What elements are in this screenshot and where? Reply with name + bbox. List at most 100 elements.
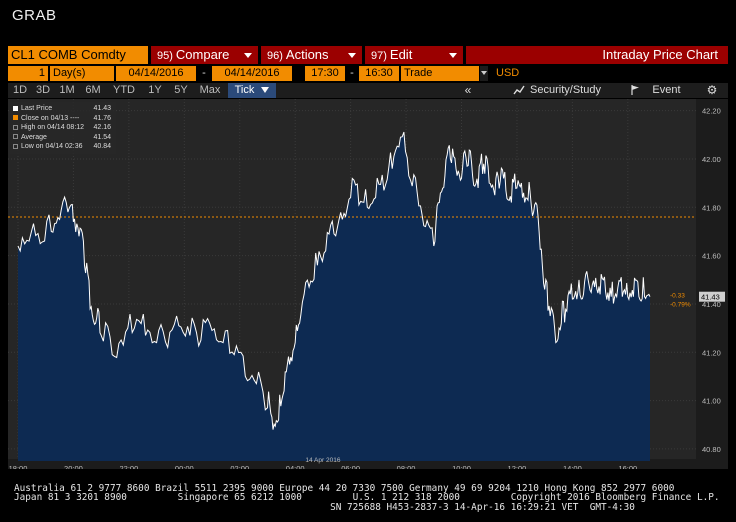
intraday-chart[interactable]: 42.20 42.00 41.80 41.60 41.40 41.20 41.00 40.80…	[8, 99, 728, 473]
start-date-input[interactable]: 04/14/2016	[116, 66, 196, 81]
y-tick-label: 41.20	[702, 348, 721, 357]
gear-icon[interactable]: ⚙	[706, 83, 718, 97]
compare-menu-label: Compare	[175, 47, 230, 62]
legend-label: Low on 04/14 02:36	[21, 143, 83, 150]
x-tick-label: 22:00	[119, 464, 138, 469]
x-tick-label: 14:00	[563, 464, 582, 469]
legend-row-average: Average 41.54	[13, 133, 113, 143]
actions-menu[interactable]: 96) Actions	[261, 46, 362, 64]
legend-value: 40.84	[93, 143, 111, 150]
y-tick-label: 42.00	[702, 155, 721, 164]
end-date-input[interactable]: 04/14/2016	[212, 66, 292, 81]
edit-menu-number: 97)	[371, 50, 387, 62]
y-tick-label: 41.00	[702, 397, 721, 406]
axis-layer: 42.20 42.00 41.80 41.60 41.40 41.20 41.00 40.80…	[9, 107, 725, 473]
range-3d-button[interactable]: 3D	[35, 84, 51, 96]
range-1d-button[interactable]: 1D	[12, 84, 28, 96]
legend-swatch-icon	[13, 115, 18, 121]
compare-menu-number: 95)	[157, 50, 173, 62]
legend-row-close: Close on 04/13 ---- 41.76	[13, 114, 113, 124]
last-price-badge	[699, 291, 725, 302]
y-tick-label: 41.40	[702, 300, 721, 309]
chevron-down-icon	[481, 71, 487, 75]
price-area-fill	[18, 132, 650, 461]
chevron-down-icon	[449, 53, 457, 58]
command-bar: CL1 COMB Comdty 95) Compare 96) Actions 97…	[8, 46, 728, 64]
legend-label: Last Price	[21, 105, 53, 112]
x-tick-label: 02:00	[230, 464, 249, 469]
legend-swatch-icon	[13, 134, 18, 140]
legend-swatch-icon	[13, 105, 18, 111]
x-tick-label: 10:00	[452, 464, 471, 469]
x-tick-label: 16:00	[618, 464, 637, 469]
range-5y-button[interactable]: 5Y	[174, 84, 188, 96]
tick-dropdown[interactable]: Tick	[228, 83, 276, 98]
footer-line: SN 725688 H453-2837-3 14-Apr-16 16:29:21…	[14, 501, 635, 513]
range-ytd-button[interactable]: YTD	[113, 84, 135, 96]
date-label: 14 Apr 2016	[305, 457, 340, 464]
event-type-select[interactable]: Trade	[401, 66, 479, 81]
legend-value: 41.54	[93, 133, 111, 141]
period-count-input[interactable]: 1	[8, 66, 48, 81]
legend-row-high: High on 04/14 08:12 42.16	[13, 123, 113, 133]
compare-menu[interactable]: 95) Compare	[151, 46, 258, 64]
legend-label: High on 04/14 08:12	[21, 124, 85, 131]
time-range-dash: -	[350, 67, 354, 79]
range-max-button[interactable]: Max	[199, 84, 221, 96]
event-type-dropdown[interactable]	[480, 66, 488, 81]
y-tick-label: 42.20	[702, 107, 721, 116]
x-tick-label: 12:00	[508, 464, 527, 469]
end-time-input[interactable]: 16:30	[359, 66, 399, 81]
range-6m-button[interactable]: 6M	[85, 84, 101, 96]
edit-menu[interactable]: 97) Edit	[365, 46, 463, 64]
flag-icon	[631, 85, 640, 96]
x-tick-label: 20:00	[64, 464, 83, 469]
legend-label: Close on 04/13 ----	[21, 114, 80, 122]
x-tick-label: 06:00	[341, 464, 360, 469]
x-tick-label: 18:00	[9, 464, 28, 469]
legend-swatch-icon	[13, 143, 18, 149]
legend-row-last-price: Last Price 41.43	[13, 104, 113, 114]
event-label: Event	[652, 84, 681, 96]
y-tick-label: 41.60	[702, 252, 721, 261]
event-button[interactable]: Event	[620, 83, 692, 98]
x-tick-label: 00:00	[175, 464, 194, 469]
footer-line: Japan 81 3 3201 8900 Singapore 65 6212 1…	[14, 492, 720, 504]
legend-swatch-icon	[13, 124, 18, 130]
x-tick-label: 08:00	[397, 464, 416, 469]
currency-label: USD	[496, 67, 520, 79]
chevron-down-icon	[244, 53, 252, 58]
grab-label: GRAB	[12, 7, 57, 24]
ticker-field[interactable]: CL1 COMB Comdty	[8, 46, 148, 64]
x-tick-label: 04:00	[286, 464, 305, 469]
study-chart-icon	[513, 85, 525, 95]
date-range-dash: -	[202, 67, 206, 79]
chart-svg: 42.20 42.00 41.80 41.60 41.40 41.20 41.00 40.80…	[8, 99, 728, 473]
actions-menu-label: Actions	[285, 47, 329, 62]
period-unit-select[interactable]: Day(s)	[50, 66, 114, 81]
back-button[interactable]: «	[464, 83, 472, 97]
legend-value: 42.16	[93, 124, 111, 131]
chevron-down-icon	[261, 87, 270, 94]
edit-menu-label: Edit	[389, 47, 413, 62]
start-time-input[interactable]: 17:30	[305, 66, 345, 81]
change-value: -0.33	[670, 293, 685, 300]
last-price-value: 41.43	[701, 293, 720, 302]
legend-label: Average	[21, 133, 47, 141]
chart-toolbar: 1D 3D 1M 6M YTD 1Y 5Y Max Tick « Securit…	[8, 83, 728, 98]
last-price-line	[17, 131, 651, 430]
range-1m-button[interactable]: 1M	[59, 84, 75, 96]
y-tick-label: 41.80	[702, 203, 721, 212]
y-tick-label: 40.80	[702, 445, 721, 454]
range-1y-button[interactable]: 1Y	[148, 84, 162, 96]
actions-menu-number: 96)	[267, 50, 283, 62]
chevron-down-icon	[348, 53, 356, 58]
security-study-label: Security/Study	[530, 84, 601, 96]
page-title: Intraday Price Chart	[466, 46, 728, 64]
legend-row-low: Low on 04/14 02:36 40.84	[13, 142, 113, 152]
footer-line: Australia 61 2 9777 8600 Brazil 5511 239…	[14, 483, 675, 494]
legend-value: 41.43	[93, 105, 111, 112]
change-percent: -0.79%	[670, 302, 691, 309]
security-study-button[interactable]: Security/Study	[498, 83, 616, 98]
tick-label: Tick	[234, 84, 255, 96]
